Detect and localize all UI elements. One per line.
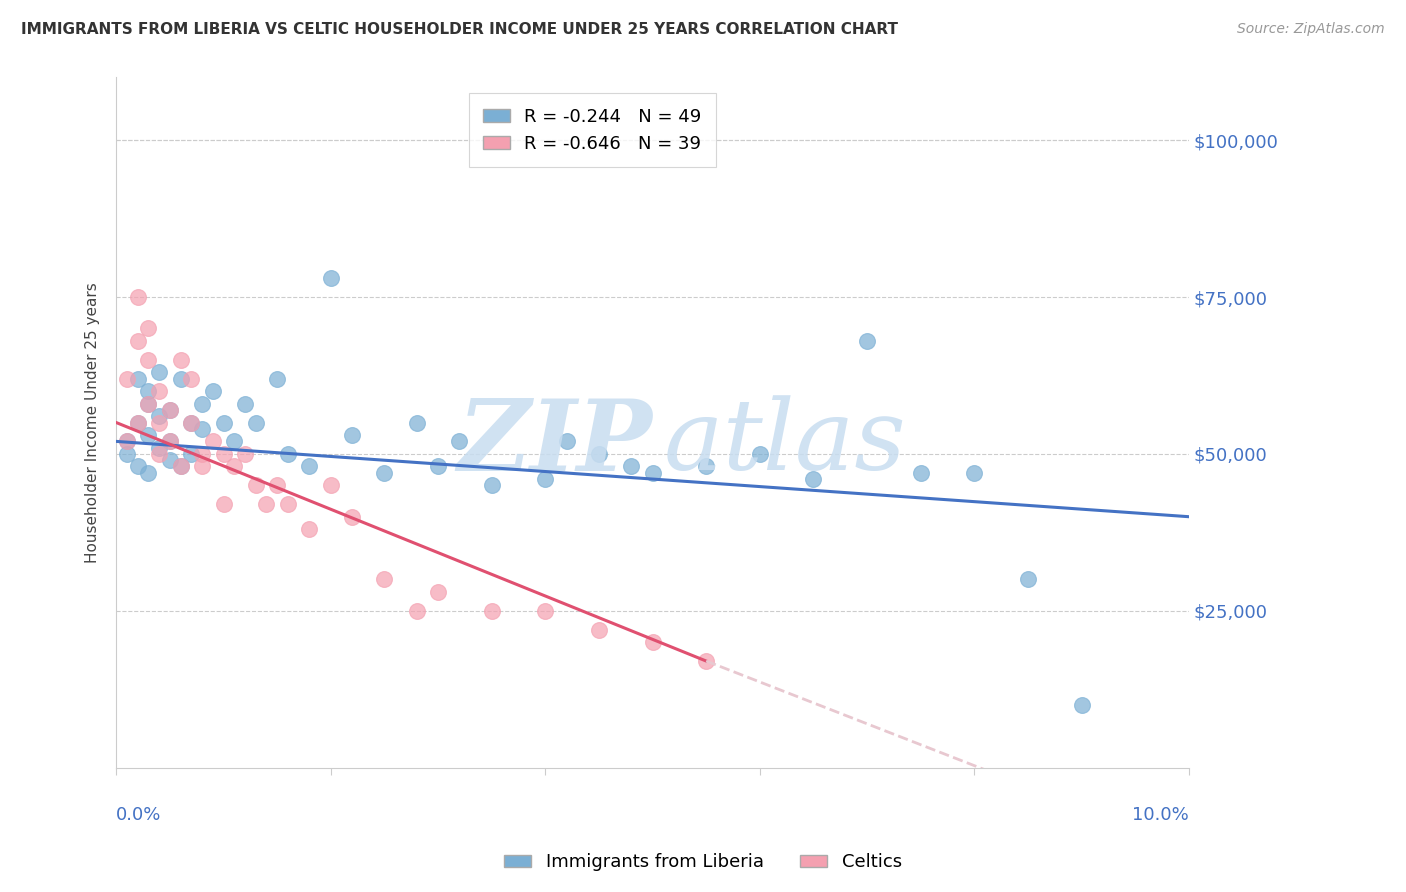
Point [641, 466, 664, 480]
Point [224, 459, 246, 474]
Point [534, 604, 557, 618]
Point [277, 497, 299, 511]
Point [127, 334, 149, 348]
Point [212, 416, 235, 430]
Point [555, 434, 578, 449]
Point [319, 271, 342, 285]
Point [148, 384, 170, 399]
Text: Source: ZipAtlas.com: Source: ZipAtlas.com [1237, 22, 1385, 37]
Point [405, 604, 427, 618]
Legend: Immigrants from Liberia, Celtics: Immigrants from Liberia, Celtics [498, 847, 908, 879]
Point [481, 478, 503, 492]
Point [180, 447, 202, 461]
Text: 10.0%: 10.0% [1132, 805, 1189, 823]
Point [115, 447, 138, 461]
Point [588, 447, 610, 461]
Text: atlas: atlas [664, 396, 905, 491]
Point [180, 416, 202, 430]
Point [695, 459, 717, 474]
Point [266, 371, 288, 385]
Point [266, 478, 288, 492]
Point [342, 509, 364, 524]
Point [148, 441, 170, 455]
Point [169, 459, 191, 474]
Point [127, 459, 149, 474]
Point [191, 422, 214, 436]
Point [212, 497, 235, 511]
Point [138, 321, 160, 335]
Point [191, 459, 214, 474]
Point [148, 416, 170, 430]
Point [245, 478, 267, 492]
Point [373, 573, 395, 587]
Point [191, 397, 214, 411]
Point [427, 585, 450, 599]
Point [277, 447, 299, 461]
Point [342, 428, 364, 442]
Point [254, 497, 277, 511]
Point [245, 416, 267, 430]
Point [138, 384, 160, 399]
Point [138, 352, 160, 367]
Point [803, 472, 825, 486]
Point [298, 522, 321, 536]
Point [159, 453, 181, 467]
Point [191, 447, 214, 461]
Point [212, 447, 235, 461]
Point [427, 459, 450, 474]
Point [180, 416, 202, 430]
Point [405, 416, 427, 430]
Point [127, 371, 149, 385]
Y-axis label: Householder Income Under 25 years: Householder Income Under 25 years [86, 282, 100, 563]
Point [233, 447, 256, 461]
Point [449, 434, 471, 449]
Point [138, 397, 160, 411]
Point [159, 403, 181, 417]
Point [963, 466, 986, 480]
Point [224, 434, 246, 449]
Point [169, 459, 191, 474]
Point [910, 466, 932, 480]
Point [115, 434, 138, 449]
Point [298, 459, 321, 474]
Point [159, 403, 181, 417]
Point [201, 384, 224, 399]
Point [180, 371, 202, 385]
Point [115, 371, 138, 385]
Text: ZIP: ZIP [457, 395, 652, 491]
Point [1070, 698, 1092, 712]
Point [127, 416, 149, 430]
Point [127, 416, 149, 430]
Point [138, 397, 160, 411]
Point [534, 472, 557, 486]
Text: 0.0%: 0.0% [117, 805, 162, 823]
Point [1017, 573, 1039, 587]
Legend: R = -0.244   N = 49, R = -0.646   N = 39: R = -0.244 N = 49, R = -0.646 N = 39 [468, 94, 716, 168]
Point [319, 478, 342, 492]
Point [373, 466, 395, 480]
Point [127, 290, 149, 304]
Point [169, 352, 191, 367]
Point [148, 409, 170, 424]
Point [641, 635, 664, 649]
Point [588, 623, 610, 637]
Point [169, 371, 191, 385]
Point [148, 365, 170, 379]
Point [481, 604, 503, 618]
Point [159, 434, 181, 449]
Point [695, 654, 717, 668]
Point [159, 434, 181, 449]
Point [233, 397, 256, 411]
Point [115, 434, 138, 449]
Point [138, 428, 160, 442]
Point [748, 447, 770, 461]
Point [620, 459, 643, 474]
Point [201, 434, 224, 449]
Text: IMMIGRANTS FROM LIBERIA VS CELTIC HOUSEHOLDER INCOME UNDER 25 YEARS CORRELATION : IMMIGRANTS FROM LIBERIA VS CELTIC HOUSEH… [21, 22, 898, 37]
Point [856, 334, 879, 348]
Point [138, 466, 160, 480]
Point [148, 447, 170, 461]
